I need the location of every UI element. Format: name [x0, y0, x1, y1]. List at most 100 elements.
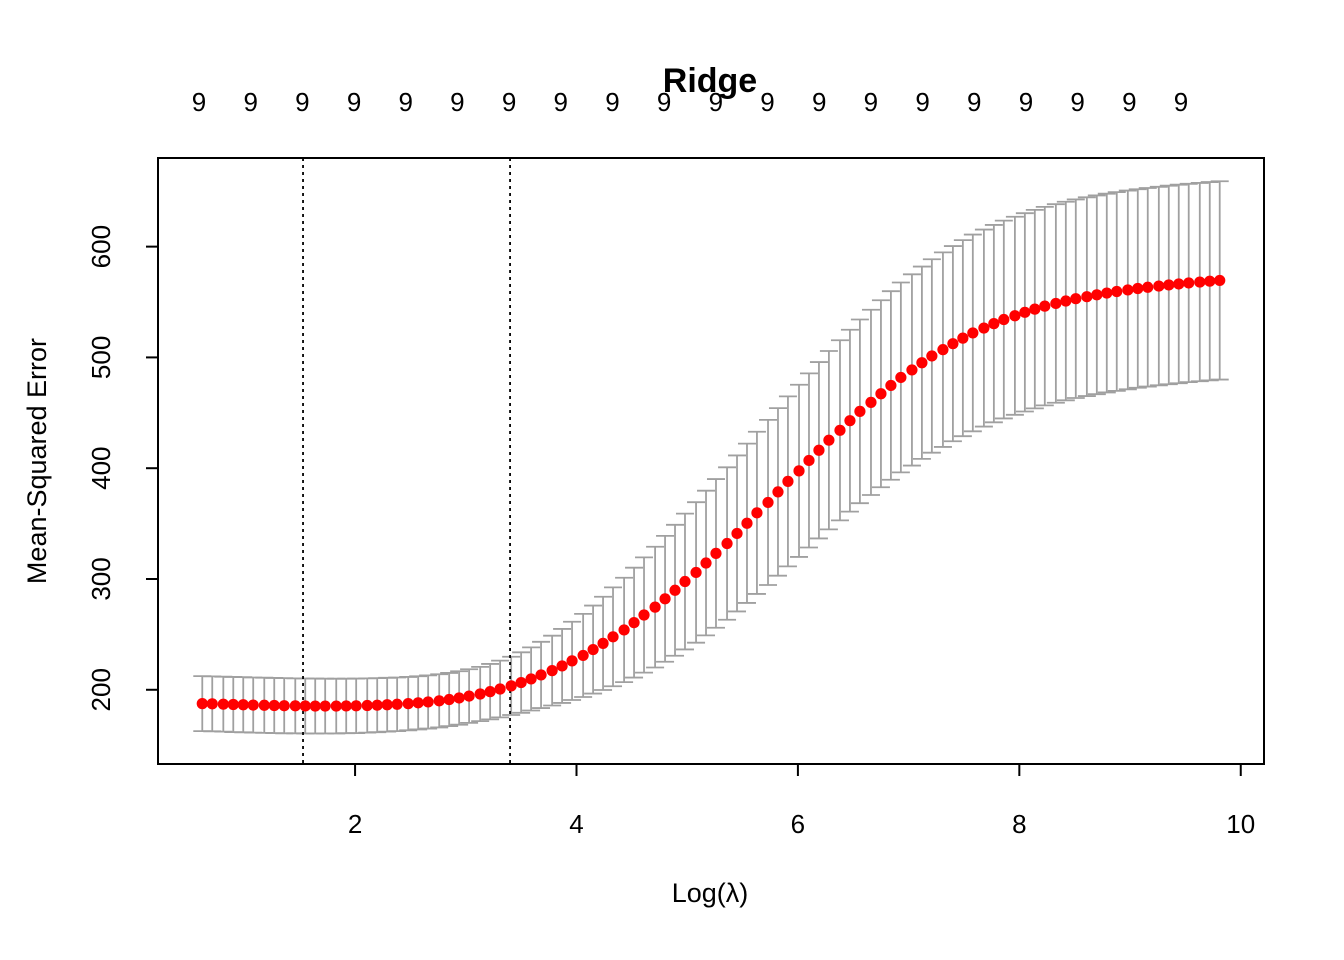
data-point	[1091, 289, 1103, 301]
data-point	[844, 415, 856, 427]
y-axis: 200 300 400 500 600	[86, 225, 159, 711]
top-axis-label: 9	[295, 87, 309, 117]
data-point	[659, 593, 671, 605]
chart-title: Ridge	[663, 62, 757, 100]
data-point	[196, 698, 208, 710]
data-point	[782, 475, 794, 487]
top-axis-label: 9	[915, 87, 929, 117]
top-axis-label: 9	[605, 87, 619, 117]
top-axis-label: 9	[864, 87, 878, 117]
data-point	[1029, 303, 1041, 315]
y-tick-label: 500	[86, 336, 116, 379]
data-point	[628, 617, 640, 629]
data-point	[937, 344, 949, 356]
data-point	[381, 699, 393, 711]
data-point	[546, 665, 558, 677]
data-point	[371, 699, 383, 711]
data-point	[443, 693, 455, 706]
data-point	[947, 338, 959, 350]
y-tick-label: 400	[86, 447, 116, 490]
top-axis-label: 9	[1174, 87, 1188, 117]
y-axis-label: Mean-Squared Error	[22, 338, 52, 584]
data-point	[340, 700, 352, 712]
x-tick-label: 6	[791, 809, 805, 839]
y-tick-label: 200	[86, 668, 116, 711]
data-point	[1111, 285, 1123, 298]
data-point	[895, 371, 907, 384]
y-tick-label: 300	[86, 557, 116, 600]
data-point	[1060, 295, 1072, 307]
data-point	[1039, 300, 1051, 312]
data-point	[607, 631, 619, 643]
x-tick-label: 8	[1012, 809, 1026, 839]
data-point	[906, 364, 918, 376]
data-point	[926, 350, 938, 362]
top-axis-label: 9	[812, 87, 826, 117]
x-axis-label: Log(λ)	[672, 878, 749, 908]
data-point	[731, 527, 743, 540]
data-point	[916, 357, 928, 369]
data-point	[361, 699, 373, 712]
data-point	[535, 669, 547, 681]
top-axis-label: 9	[657, 87, 671, 117]
top-axis-labels: 9 9 9 9 9 9 9 9 9 9 9 9 9 9 9 9 9 9 9 9	[192, 87, 1188, 117]
data-point	[587, 643, 599, 656]
data-point	[690, 566, 702, 579]
data-point	[289, 700, 301, 712]
data-point	[1183, 277, 1195, 289]
top-axis-label: 9	[450, 87, 464, 117]
data-point	[566, 655, 578, 667]
data-point	[618, 624, 630, 636]
top-axis-label: 9	[709, 87, 723, 117]
data-point	[206, 698, 218, 710]
data-point	[638, 609, 650, 621]
data-point	[1081, 291, 1093, 303]
data-point	[474, 688, 486, 700]
data-point	[679, 575, 691, 588]
data-point	[669, 584, 681, 596]
data-point	[998, 313, 1010, 326]
data-point	[422, 696, 434, 708]
top-axis-label: 9	[347, 87, 361, 117]
data-point	[751, 507, 763, 519]
data-point	[885, 379, 897, 392]
data-point	[1122, 284, 1134, 296]
data-point	[978, 322, 990, 334]
data-point	[988, 318, 1000, 330]
data-point	[309, 700, 321, 712]
reference-lines	[302, 158, 511, 764]
data-point	[1050, 297, 1062, 310]
data-point	[258, 699, 270, 711]
data-point	[741, 517, 753, 529]
data-point	[319, 700, 331, 712]
top-axis-label: 9	[1122, 87, 1136, 117]
data-point	[762, 496, 774, 509]
data-point	[813, 444, 825, 456]
top-axis-label: 9	[399, 87, 413, 117]
x-tick-label: 4	[569, 809, 583, 839]
data-point	[1204, 275, 1216, 287]
data-point	[1173, 278, 1185, 290]
data-point	[875, 388, 887, 400]
data-point	[556, 660, 568, 672]
data-point	[854, 405, 866, 417]
data-point	[494, 683, 506, 695]
top-axis-label: 9	[1070, 87, 1084, 117]
data-point	[247, 699, 259, 711]
x-tick-label: 2	[348, 809, 362, 839]
data-point	[577, 649, 589, 662]
data-point	[1132, 282, 1144, 295]
data-point	[865, 396, 877, 408]
top-axis-label: 9	[760, 87, 774, 117]
data-point	[1153, 280, 1165, 292]
data-point	[1009, 310, 1021, 322]
data-point	[463, 690, 475, 702]
data-point	[597, 637, 609, 649]
data-point	[453, 692, 465, 704]
data-point	[391, 698, 403, 710]
data-point	[227, 698, 239, 711]
data-point	[1194, 276, 1206, 288]
data-point	[823, 434, 835, 446]
data-point	[957, 332, 969, 344]
data-point	[278, 700, 290, 712]
